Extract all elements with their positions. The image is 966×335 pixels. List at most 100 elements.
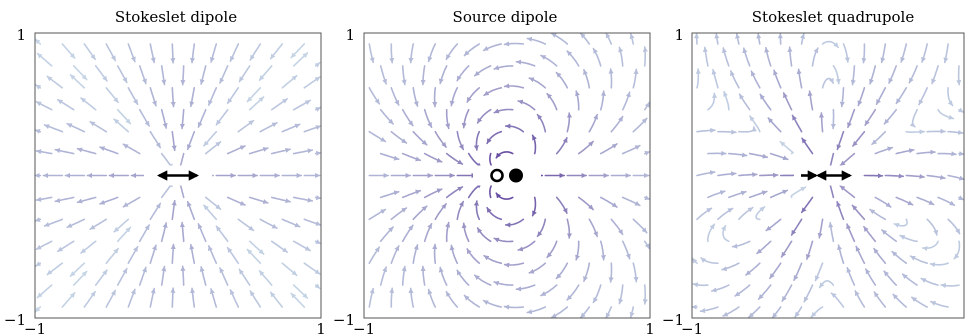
streamline-arrow — [850, 65, 856, 86]
streamline-arrow — [290, 292, 306, 308]
streamline-arrow — [642, 284, 648, 305]
streamline-arrow — [566, 284, 580, 301]
streamline-arrow — [891, 250, 908, 264]
streamline-arrow — [839, 87, 845, 108]
streamline-arrow — [855, 245, 866, 264]
streamline-arrow — [555, 137, 568, 155]
streamline-arrow — [632, 68, 639, 89]
streamline-arrow — [401, 189, 422, 199]
stokeslet-quadrupole-marker — [794, 165, 862, 186]
streamline-arrow — [466, 87, 481, 103]
streamline-arrow — [830, 292, 845, 308]
streamline-arrow — [769, 262, 782, 279]
streamline-arrow — [412, 130, 428, 146]
streamline-arrow — [197, 223, 207, 243]
streamline-arrow — [209, 43, 218, 63]
streamline-arrow — [486, 130, 503, 145]
streamline-arrow — [292, 240, 311, 252]
streamline-arrow — [476, 227, 492, 243]
streamline-arrow — [226, 87, 240, 105]
streamline-arrow — [821, 77, 834, 89]
streamline-arrow — [281, 262, 298, 277]
streamline-arrow — [536, 113, 547, 133]
streamline-arrow — [237, 218, 255, 232]
streamline-arrow — [412, 87, 419, 107]
streamline-arrow — [99, 196, 119, 205]
streamline-arrow — [80, 240, 97, 254]
streamline-arrow — [466, 248, 481, 264]
streamline-arrow — [909, 255, 928, 264]
x-max-label: 1 — [645, 320, 655, 335]
streamline-arrow — [445, 43, 459, 61]
streamline-arrow — [89, 218, 108, 230]
streamline-arrow — [536, 218, 547, 238]
streamline-arrow — [461, 108, 470, 129]
streamline-arrow — [408, 43, 415, 64]
streamline-arrow — [35, 196, 53, 202]
streamline-arrow — [34, 306, 42, 313]
streamline-arrow — [717, 171, 737, 177]
streamline-arrow — [314, 195, 322, 201]
streamline-arrow — [160, 265, 167, 286]
plot-frame — [363, 32, 651, 319]
streamline-arrow — [643, 195, 651, 201]
streamline-arrow — [61, 292, 76, 308]
streamline-arrow — [270, 196, 291, 204]
streamline-arrow — [893, 218, 908, 228]
streamline-arrow — [281, 123, 301, 133]
streamline-arrow — [555, 71, 569, 89]
streamline-arrow — [292, 284, 309, 299]
streamline-arrow — [706, 223, 716, 243]
streamline-arrow — [748, 190, 768, 199]
streamline-arrow — [270, 240, 288, 253]
streamline-arrow — [249, 290, 262, 308]
streamline-arrow — [127, 43, 136, 63]
streamline-arrow — [632, 218, 648, 234]
streamline-arrow — [947, 218, 961, 235]
streamline-arrow — [473, 200, 481, 221]
streamline-arrow — [817, 218, 824, 239]
streamline-arrow — [531, 196, 537, 217]
streamline-arrow — [438, 65, 448, 85]
streamline-arrow — [258, 65, 273, 81]
streamline-arrow — [528, 262, 547, 274]
streamline-arrow — [908, 65, 918, 84]
streamline-arrow — [54, 148, 75, 155]
streamline-field — [34, 38, 322, 313]
streamline-arrow — [735, 33, 741, 45]
streamline-arrow — [292, 99, 311, 111]
streamline-arrow — [401, 152, 422, 162]
streamline-arrow — [66, 122, 86, 133]
streamline-arrow — [259, 218, 278, 229]
streamline-arrow — [916, 196, 935, 206]
marker-backdrop — [473, 165, 541, 186]
streamline-arrow — [248, 196, 269, 205]
streamline-arrow — [105, 43, 117, 62]
streamline-arrow — [767, 117, 782, 133]
streamline-arrow — [717, 207, 734, 221]
streamline-arrow — [847, 108, 856, 129]
streamline-arrow — [379, 152, 400, 161]
streamline-arrow — [699, 306, 719, 314]
streamline-arrow — [769, 189, 789, 199]
streamline-arrow — [105, 87, 119, 104]
streamline-arrow — [36, 52, 53, 67]
streamline-arrow — [526, 36, 547, 45]
streamline-arrow — [895, 196, 914, 206]
streamline-arrow — [379, 266, 387, 286]
streamline-arrow — [314, 150, 322, 156]
streamline-arrow — [208, 87, 218, 106]
streamline-arrow — [476, 108, 492, 124]
streamline-arrow — [427, 288, 437, 308]
streamline-arrow — [204, 141, 222, 155]
streamline-arrow — [918, 87, 928, 106]
streamline-arrow — [846, 223, 856, 243]
plot-frame — [34, 32, 322, 319]
streamline-arrow — [503, 83, 525, 89]
streamline-arrow — [314, 106, 322, 112]
streamline-arrow — [920, 277, 939, 286]
streamline-arrow — [869, 208, 887, 221]
streamline-arrow — [248, 240, 265, 255]
streamline-arrow — [629, 306, 635, 318]
